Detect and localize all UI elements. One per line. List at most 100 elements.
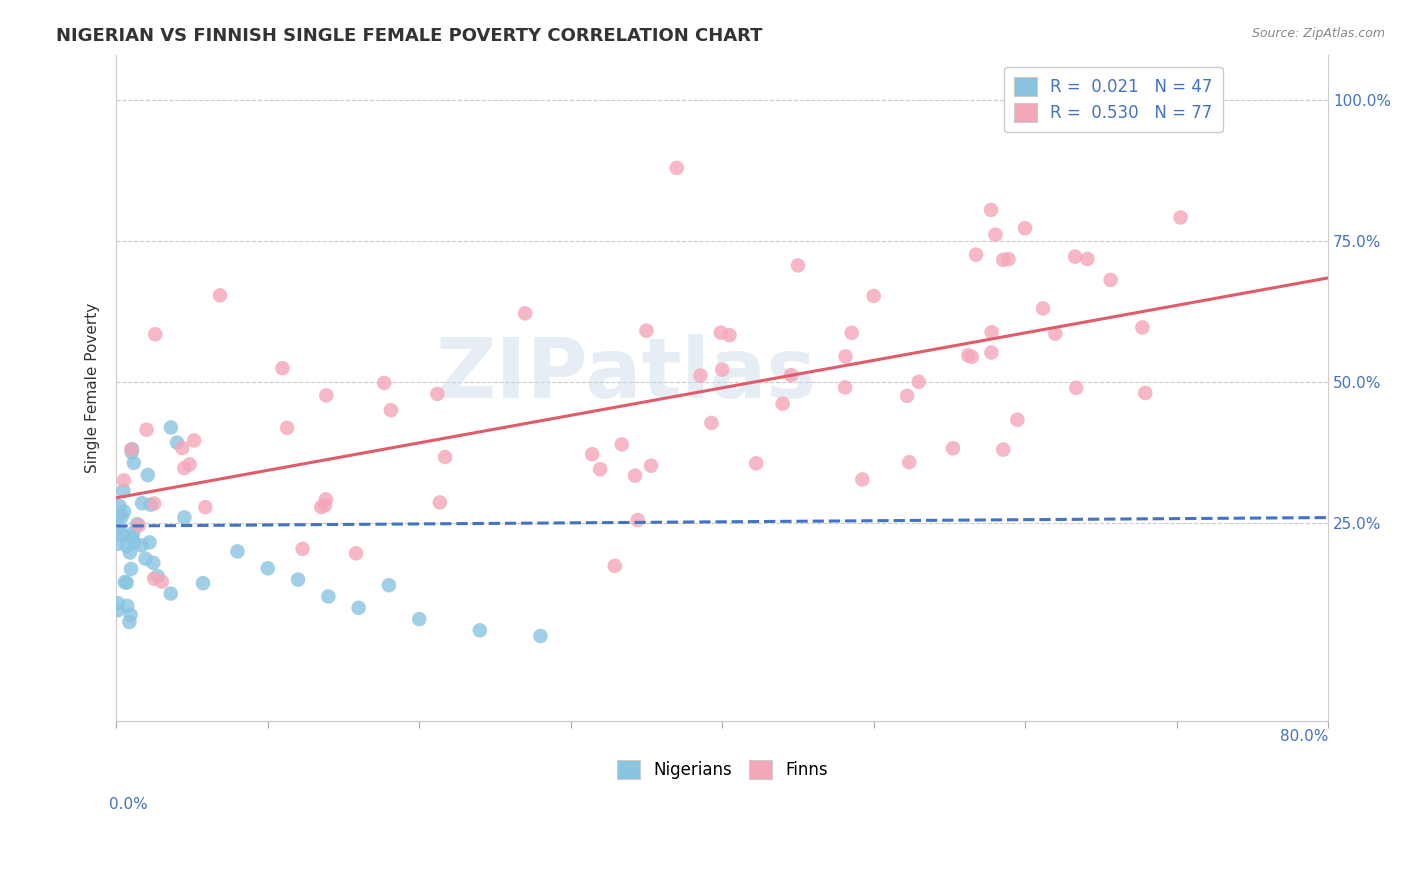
Point [142, 556, 165, 570]
Point [610, 437, 633, 451]
Point [515, 306, 537, 320]
Point [160, 420, 183, 434]
Y-axis label: Single Female Poverty: Single Female Poverty [86, 302, 100, 473]
Point [1007, 413, 1029, 427]
Point [183, 434, 205, 448]
Point [115, 599, 138, 613]
Point [318, 590, 340, 604]
Point [120, 442, 142, 457]
Point [115, 539, 138, 553]
Point [150, 574, 173, 589]
Point [1014, 221, 1036, 235]
Point [191, 576, 214, 591]
Point [380, 403, 402, 417]
Point [581, 447, 603, 461]
Point [256, 561, 278, 575]
Point [665, 161, 688, 175]
Point [120, 562, 142, 576]
Point [344, 546, 367, 560]
Point [689, 368, 711, 383]
Point [166, 435, 188, 450]
Point [139, 498, 162, 512]
Point [143, 572, 166, 586]
Point [111, 528, 134, 542]
Point [907, 375, 929, 389]
Point [787, 259, 810, 273]
Point [136, 468, 159, 483]
Point [965, 247, 987, 261]
Point [1132, 320, 1154, 334]
Point [115, 575, 138, 590]
Text: ZIPatlas: ZIPatlas [434, 334, 815, 415]
Point [291, 541, 314, 556]
Point [131, 539, 153, 553]
Point [700, 416, 723, 430]
Point [1064, 250, 1087, 264]
Point [718, 328, 741, 343]
Point [143, 496, 166, 510]
Point [1064, 381, 1087, 395]
Point [851, 472, 873, 486]
Point [434, 450, 457, 464]
Point [122, 526, 145, 541]
Text: Source: ZipAtlas.com: Source: ZipAtlas.com [1251, 27, 1385, 40]
Point [287, 573, 309, 587]
Point [107, 511, 129, 525]
Point [1170, 211, 1192, 225]
Point [271, 361, 294, 376]
Point [112, 504, 135, 518]
Point [745, 456, 768, 470]
Point [135, 423, 157, 437]
Point [315, 492, 337, 507]
Point [780, 368, 803, 383]
Point [118, 545, 141, 559]
Point [378, 578, 401, 592]
Text: NIGERIAN VS FINNISH SINGLE FEMALE POVERTY CORRELATION CHART: NIGERIAN VS FINNISH SINGLE FEMALE POVERT… [56, 27, 762, 45]
Point [124, 536, 146, 550]
Point [226, 544, 249, 558]
Point [468, 624, 491, 638]
Point [172, 441, 194, 455]
Point [112, 474, 135, 488]
Point [128, 518, 150, 533]
Point [993, 442, 1015, 457]
Point [120, 607, 142, 622]
Point [834, 350, 856, 364]
Point [1076, 252, 1098, 266]
Point [194, 500, 217, 515]
Point [108, 499, 131, 513]
Point [896, 389, 918, 403]
Point [957, 348, 980, 362]
Point [309, 500, 332, 514]
Point [111, 509, 134, 524]
Point [624, 468, 647, 483]
Point [980, 325, 1002, 339]
Point [146, 569, 169, 583]
Point [138, 535, 160, 549]
Point [980, 202, 1002, 217]
Point [603, 558, 626, 573]
Point [997, 252, 1019, 267]
Point [711, 362, 734, 376]
Point [121, 442, 143, 457]
Point [110, 526, 132, 541]
Point [143, 327, 166, 342]
Point [408, 612, 430, 626]
Point [118, 615, 141, 629]
Point [122, 456, 145, 470]
Point [127, 517, 149, 532]
Point [159, 586, 181, 600]
Point [984, 227, 1007, 242]
Point [1135, 386, 1157, 401]
Point [1090, 87, 1112, 102]
Point [107, 537, 129, 551]
Point [841, 326, 863, 340]
Point [429, 495, 451, 509]
Point [114, 575, 136, 590]
Point [121, 530, 143, 544]
Point [131, 496, 153, 510]
Point [107, 603, 129, 617]
Point [529, 629, 551, 643]
Point [315, 388, 337, 402]
Text: 0.0%: 0.0% [108, 797, 148, 812]
